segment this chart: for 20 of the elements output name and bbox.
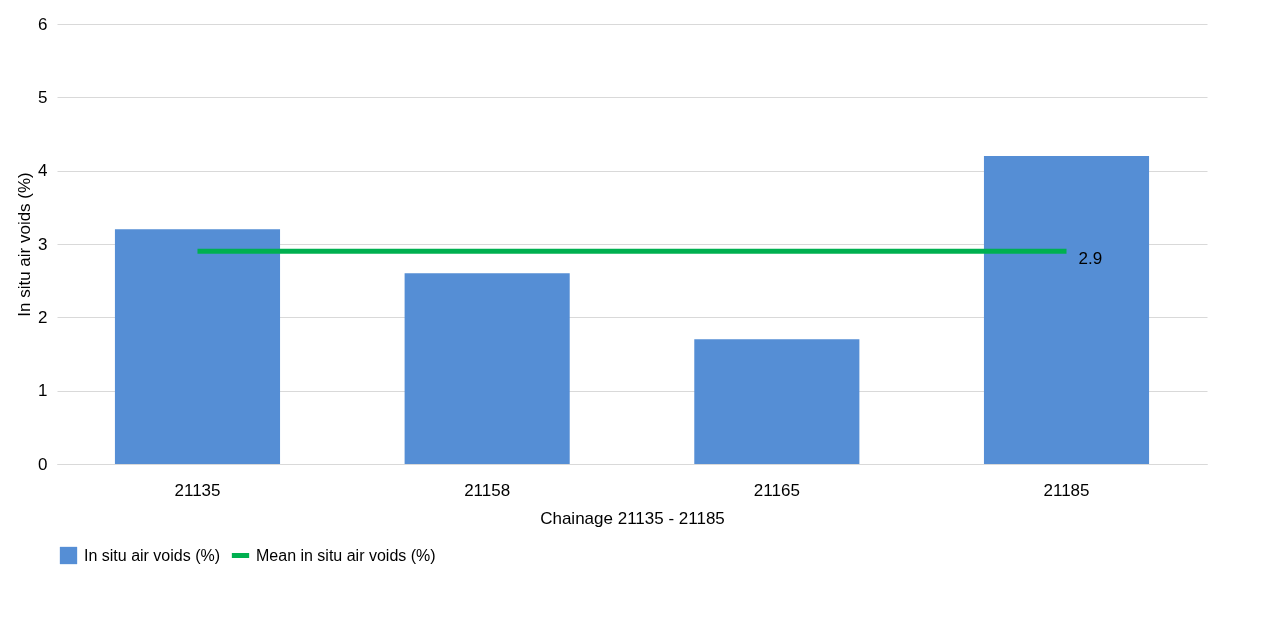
y-tick-label: 5 — [38, 87, 48, 107]
data-label: 2.9 — [1078, 249, 1103, 269]
x-tick-label: 21135 — [174, 480, 221, 500]
x-tick-label: 21185 — [1043, 480, 1090, 500]
bar — [694, 339, 860, 464]
bar — [983, 156, 1150, 464]
y-tick-label: 3 — [38, 234, 48, 254]
bar — [114, 229, 281, 464]
y-tick-label: 4 — [38, 161, 48, 181]
x-tick-label: 21158 — [464, 480, 511, 500]
y-tick-label: 1 — [38, 381, 48, 401]
x-tick-label: 21165 — [753, 480, 800, 500]
legend-label: In situ air voids (%) — [84, 546, 221, 564]
legend-label: Mean in situ air voids (%) — [256, 546, 436, 564]
y-axis-title: In situ air voids (%) — [15, 172, 35, 317]
bar — [404, 273, 570, 464]
y-tick-label: 6 — [38, 14, 48, 34]
y-tick-label: 0 — [38, 454, 48, 474]
x-axis-title: Chainage 21135 - 21185 — [540, 508, 725, 528]
y-tick-label: 2 — [38, 307, 48, 327]
